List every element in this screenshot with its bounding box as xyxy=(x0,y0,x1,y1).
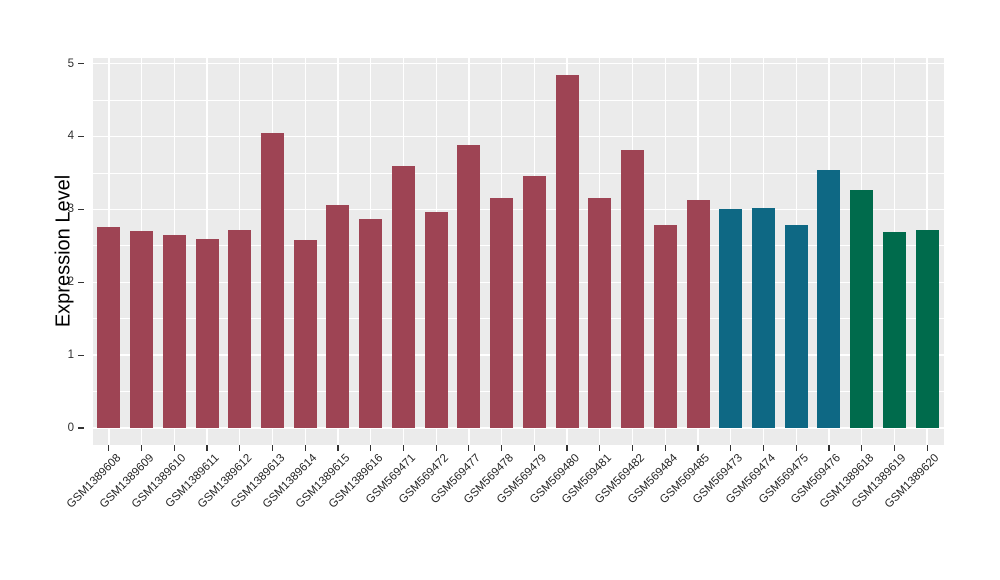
x-axis-tick xyxy=(566,444,568,451)
x-axis-tick xyxy=(893,444,895,451)
y-axis-title: Expression Level xyxy=(52,174,75,328)
y-axis-tick xyxy=(78,354,84,356)
gridline-minor-horizontal xyxy=(92,172,944,174)
gridline-major-horizontal xyxy=(92,354,944,356)
y-axis-tick xyxy=(78,62,84,65)
gridline-minor-horizontal xyxy=(92,99,944,101)
bar-GSM569473 xyxy=(719,209,743,428)
x-axis-tick xyxy=(599,444,601,451)
bar-GSM1389610 xyxy=(162,234,186,428)
x-axis-tick xyxy=(631,444,634,451)
bar-GSM1389609 xyxy=(130,231,154,428)
bar-GSM569477 xyxy=(457,145,481,428)
y-axis-tick-label: 5 xyxy=(67,57,74,70)
gridline-major-horizontal xyxy=(92,135,944,138)
bar-GSM1389608 xyxy=(97,226,121,428)
x-axis-tick xyxy=(435,444,437,451)
bar-GSM569482 xyxy=(621,150,645,428)
gridline-major-horizontal xyxy=(92,62,944,65)
bar-GSM1389618 xyxy=(850,190,874,428)
bar-GSM1389619 xyxy=(882,231,906,428)
y-axis-tick-label: 3 xyxy=(67,203,74,216)
x-axis-tick xyxy=(795,444,797,451)
bar-GSM1389611 xyxy=(195,239,219,428)
bar-GSM569484 xyxy=(653,225,677,428)
x-axis-tick xyxy=(828,444,830,451)
x-axis-tick xyxy=(762,444,765,451)
bar-GSM569480 xyxy=(555,75,579,428)
y-axis-tick xyxy=(78,427,84,429)
gridline-minor-horizontal xyxy=(92,245,944,247)
x-axis-tick xyxy=(337,444,339,451)
y-axis-tick xyxy=(78,208,84,210)
x-axis-tick xyxy=(730,444,732,451)
bar-GSM569485 xyxy=(686,199,710,428)
bar-GSM569479 xyxy=(522,175,546,428)
bar-GSM569474 xyxy=(751,207,775,428)
y-axis-tick-label: 2 xyxy=(67,276,74,289)
bar-GSM1389620 xyxy=(915,230,939,428)
x-axis-tick xyxy=(304,444,306,451)
y-axis-tick xyxy=(78,135,84,137)
x-axis-tick xyxy=(370,444,372,451)
gridline-major-horizontal xyxy=(92,281,944,283)
x-axis-tick xyxy=(926,444,928,451)
x-axis-tick xyxy=(861,444,863,451)
x-axis-tick xyxy=(501,444,503,451)
gridline-major-horizontal xyxy=(92,208,944,210)
bar-GSM1389613 xyxy=(261,133,285,428)
bar-GSM569471 xyxy=(391,166,415,428)
x-axis-tick xyxy=(402,444,405,451)
x-axis-tick xyxy=(206,444,208,451)
bar-GSM1389614 xyxy=(293,239,317,428)
bar-GSM569478 xyxy=(490,197,514,428)
x-axis-tick xyxy=(140,444,143,451)
x-axis-tick xyxy=(533,444,535,451)
bar-GSM1389612 xyxy=(228,230,252,428)
bar-GSM569476 xyxy=(817,169,841,428)
x-axis-tick xyxy=(468,444,470,451)
x-axis-tick xyxy=(108,444,110,451)
x-axis-tick xyxy=(271,444,274,451)
x-axis-tick xyxy=(697,444,699,451)
y-axis-tick-label: 0 xyxy=(67,422,74,434)
gridline-minor-horizontal xyxy=(92,391,944,392)
y-axis-tick-label: 1 xyxy=(67,349,74,362)
y-axis-tick-label: 4 xyxy=(67,130,74,143)
x-axis-tick xyxy=(239,444,241,451)
panel-background xyxy=(92,58,944,445)
bar-GSM569481 xyxy=(588,197,612,428)
y-axis-tick xyxy=(78,281,84,283)
x-axis-tick xyxy=(664,444,666,451)
bar-GSM1389615 xyxy=(326,204,350,428)
bar-GSM569475 xyxy=(784,224,808,428)
gridline-minor-horizontal xyxy=(92,318,944,320)
gridline-major-horizontal xyxy=(92,427,944,429)
bar-GSM1389616 xyxy=(359,218,383,428)
bar-GSM569472 xyxy=(424,212,448,428)
x-axis-tick xyxy=(173,444,175,451)
